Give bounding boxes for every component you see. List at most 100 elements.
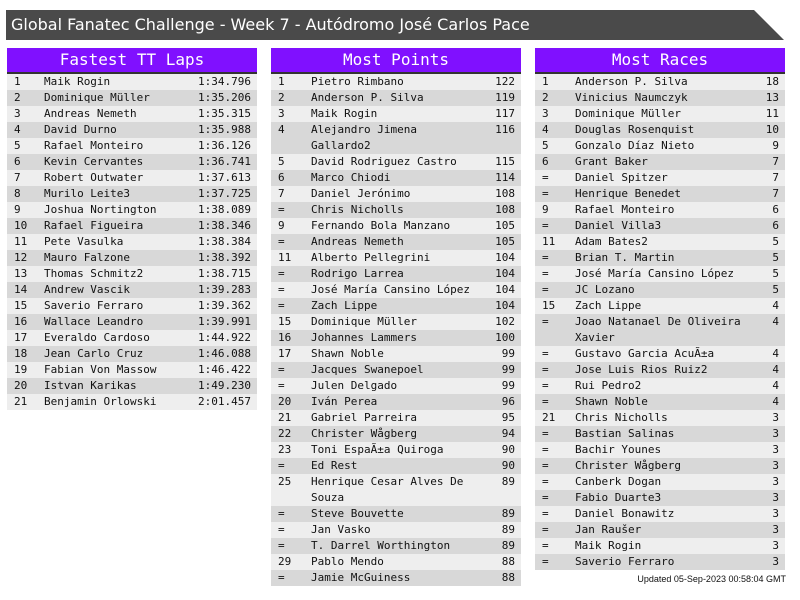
table-row: 29 Pablo Mendo 88	[271, 554, 521, 570]
driver-name-cell: Bastian Salinas	[575, 427, 675, 440]
table-row: 9 Joshua Nortington 1:38.089	[7, 202, 257, 218]
rank-cell: =	[278, 235, 285, 248]
table-row: = Jamie McGuiness 88	[271, 570, 521, 586]
value-cell: 119	[495, 91, 515, 104]
rank-cell: =	[278, 379, 285, 392]
rank-cell: 6	[278, 171, 285, 184]
driver-name-cell: Johannes Lammers	[311, 331, 417, 344]
panel-most-races: Most Races 1 Anderson P. Silva 18 2 Vinicius…	[535, 48, 785, 570]
value-cell: 9	[772, 139, 779, 152]
value-cell: 95	[501, 411, 515, 424]
value-cell: 104	[495, 299, 515, 312]
value-cell: 1:39.362	[198, 299, 251, 312]
driver-name-cell: Andrew Vascik	[43, 283, 131, 296]
table-row: 11 Adam Bates2 5	[535, 234, 785, 250]
rank-cell: =	[278, 507, 285, 520]
driver-name-cell: Joshua Nortington	[43, 203, 157, 216]
value-cell: 4	[772, 315, 779, 328]
value-cell: 104	[495, 283, 515, 296]
table-row: = José María Cansino López 104	[271, 282, 521, 298]
table-row: = Fabio Duarte3 3	[535, 490, 785, 506]
value-cell: 1:34.796	[198, 75, 251, 88]
driver-name-cell: Daniel Villa3	[575, 219, 662, 232]
driver-name-cell: Gabriel Parreira	[311, 411, 417, 424]
value-cell: 116	[495, 123, 515, 136]
value-cell: 10	[765, 123, 779, 136]
value-cell: 1:38.346	[198, 219, 251, 232]
table-row: = Daniel Villa3 6	[535, 218, 785, 234]
table-row: 7 Daniel Jerónimo 108	[271, 186, 521, 202]
rank-cell: 18	[14, 347, 28, 360]
driver-name-cell: Marco Chiodi	[311, 171, 391, 184]
rank-cell: =	[278, 283, 285, 296]
value-cell: 1:38.392	[198, 251, 251, 264]
table-row: = Julen Delgado 99	[271, 378, 521, 394]
driver-name-cell: Jan Raušer	[575, 523, 642, 536]
table-row: 11 Alberto Pellegrini 104	[271, 250, 521, 266]
rank-cell: 3	[542, 107, 549, 120]
table-row: = T. Darrel Worthington 89	[271, 538, 521, 554]
driver-name-cell: Maik Rogin	[43, 75, 111, 88]
value-cell: 1:36.741	[198, 155, 251, 168]
value-cell: 3	[772, 475, 779, 488]
driver-name-cell: Bachir Younes	[575, 443, 662, 456]
value-cell: 5	[772, 235, 779, 248]
driver-name-cell: Kevin Cervantes	[43, 155, 144, 168]
driver-name-cell: Joao Natanael De Oliveira Xavier	[575, 315, 741, 344]
value-cell: 1:35.206	[198, 91, 251, 104]
rank-cell: 21	[14, 395, 28, 408]
value-cell: 117	[495, 107, 515, 120]
panel-header: Fastest TT Laps	[7, 48, 257, 74]
table-row: 11 Pete Vasulka 1:38.384	[7, 234, 257, 250]
driver-name-cell: Gustavo Garcia AcuÃ±a	[575, 347, 715, 360]
table-row: 21 Benjamin Orlowski 2:01.457	[7, 394, 257, 410]
driver-name-cell: Shawn Noble	[575, 395, 648, 408]
leaderboard-table: 1 Maik Rogin 1:34.796 2 Dominique Müller 1:35…	[7, 74, 257, 410]
driver-name-cell: Rui Pedro2	[575, 379, 642, 392]
table-row: 6 Marco Chiodi 114	[271, 170, 521, 186]
driver-name-cell: Daniel Jerónimo	[311, 187, 411, 200]
value-cell: 1:46.088	[198, 347, 251, 360]
rank-cell: 4	[278, 123, 285, 136]
table-row: 17 Everaldo Cardoso 1:44.922	[7, 330, 257, 346]
table-row: 5 Rafael Monteiro 1:36.126	[7, 138, 257, 154]
driver-name-cell: David Durno	[43, 123, 117, 136]
driver-name-cell: Dominique Müller	[311, 315, 417, 328]
rank-cell: 16	[278, 331, 292, 344]
table-row: 12 Mauro Falzone 1:38.392	[7, 250, 257, 266]
value-cell: 5	[772, 251, 779, 264]
value-cell: 5	[772, 283, 779, 296]
value-cell: 99	[501, 347, 515, 360]
value-cell: 5	[772, 267, 779, 280]
rank-cell: 5	[14, 139, 21, 152]
driver-name-cell: Alberto Pellegrini	[311, 251, 431, 264]
value-cell: 94	[501, 427, 515, 440]
rank-cell: =	[278, 363, 285, 376]
panel-most-points: Most Points 1 Pietro Rimbano 122 2 Anderson …	[271, 48, 521, 586]
rank-cell: 2	[14, 91, 21, 104]
value-cell: 7	[772, 155, 779, 168]
driver-name-cell: Andreas Nemeth	[311, 235, 404, 248]
driver-name-cell: Douglas Rosenquist	[575, 123, 695, 136]
value-cell: 122	[495, 75, 515, 88]
driver-name-cell: Toni EspaÃ±a Quiroga	[311, 443, 444, 456]
value-cell: 11	[765, 107, 779, 120]
driver-name-cell: Rafael Monteiro	[575, 203, 675, 216]
value-cell: 89	[501, 523, 515, 536]
value-cell: 4	[772, 363, 779, 376]
table-row: 3 Andreas Nemeth 1:35.315	[7, 106, 257, 122]
table-row: = José María Cansino López 5	[535, 266, 785, 282]
rank-cell: 1	[278, 75, 285, 88]
driver-name-cell: Chris Nicholls	[575, 411, 668, 424]
rank-cell: 23	[278, 443, 292, 456]
value-cell: 3	[772, 459, 779, 472]
value-cell: 1:38.715	[198, 267, 251, 280]
table-row: = Ed Rest 90	[271, 458, 521, 474]
driver-name-cell: Anderson P. Silva	[311, 91, 424, 104]
driver-name-cell: Dominique Müller	[43, 91, 150, 104]
value-cell: 105	[495, 235, 515, 248]
value-cell: 114	[495, 171, 515, 184]
value-cell: 3	[772, 555, 779, 568]
value-cell: 3	[772, 523, 779, 536]
value-cell: 6	[772, 219, 779, 232]
